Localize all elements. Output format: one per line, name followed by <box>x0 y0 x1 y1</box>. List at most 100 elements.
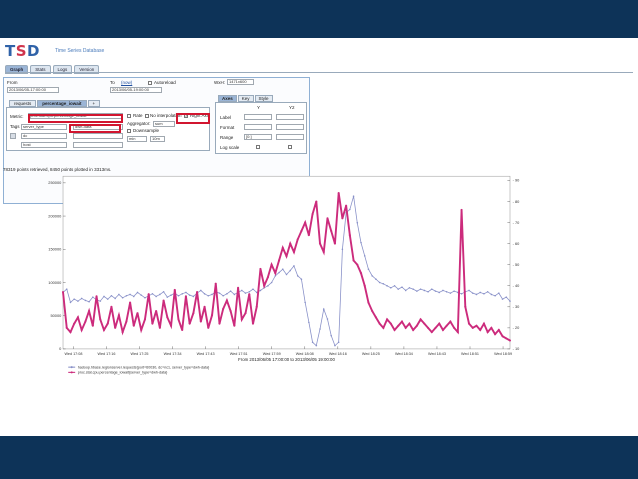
series-point-0 <box>80 297 83 300</box>
y2-log-checkbox[interactable] <box>288 145 292 149</box>
series-point-0 <box>371 275 373 277</box>
from-input[interactable]: 2013/06/05-17:00:00 <box>7 87 59 93</box>
x-tick-label: Wed 17:34 <box>164 352 182 356</box>
series-point-0 <box>77 300 79 302</box>
series-point-0 <box>289 269 292 272</box>
series-point-0 <box>419 288 422 290</box>
series-point-1 <box>389 322 392 325</box>
tab-stats[interactable]: Stats <box>30 65 51 74</box>
series-point-0 <box>103 295 105 298</box>
x-tick-label: Wed 17:43 <box>197 352 215 356</box>
label-row-label: Label <box>220 115 232 120</box>
query-tab-requests[interactable]: requests <box>9 100 37 107</box>
add-query-tab[interactable]: + <box>87 100 101 107</box>
chart-series <box>61 192 512 347</box>
tab-graph[interactable]: Graph <box>5 65 29 74</box>
series-point-1 <box>367 301 370 304</box>
legend-entry: proc.stat.cpu.percentage_iowait{server_t… <box>78 371 168 375</box>
series-point-1 <box>292 250 296 254</box>
series-point-1 <box>244 312 247 315</box>
x-tick-label: Wed 18:34 <box>395 352 413 356</box>
query-tab-iowait[interactable]: percentage_iowait <box>37 100 87 107</box>
rate-checkbox[interactable] <box>127 114 131 118</box>
header-band <box>0 0 638 38</box>
series-point-0 <box>434 290 437 292</box>
series-point-1 <box>315 200 318 203</box>
tag2-key-input[interactable]: dc <box>21 133 67 139</box>
series-point-1 <box>251 322 255 325</box>
tab-key[interactable]: Key <box>237 95 254 102</box>
y-log-checkbox[interactable] <box>256 145 260 149</box>
tag3-value-input[interactable] <box>73 142 123 148</box>
series-point-0 <box>144 296 146 299</box>
series-point-0 <box>226 293 228 295</box>
series-point-0 <box>438 291 441 294</box>
series-point-1 <box>445 324 448 327</box>
series-point-0 <box>498 292 500 294</box>
tag3-key-input[interactable]: host <box>21 142 67 148</box>
tab-version[interactable]: Version <box>74 65 100 74</box>
autoreload-checkbox[interactable] <box>148 81 152 85</box>
tags-label: Tags <box>10 124 20 129</box>
tab-style[interactable]: Style <box>254 95 273 102</box>
series-point-0 <box>110 294 113 297</box>
series-point-1 <box>371 309 374 313</box>
y2-format-input[interactable] <box>276 124 304 130</box>
status-text: 78319 points retrieved, 8450 points plot… <box>3 167 112 172</box>
series-point-0 <box>114 297 116 300</box>
series-point-1 <box>229 309 232 313</box>
series-point-0 <box>300 278 303 280</box>
series-point-1 <box>155 309 158 313</box>
series-point-1 <box>337 192 340 195</box>
series-point-0 <box>207 294 210 297</box>
series-point-0 <box>449 292 452 294</box>
downsample-func-select[interactable]: min <box>127 136 147 142</box>
tag-key-input[interactable]: server_type <box>21 124 67 130</box>
y-label-input[interactable] <box>244 114 272 120</box>
wxh-input[interactable]: 1471x600 <box>227 79 254 85</box>
series-point-1 <box>110 305 113 308</box>
y-format-input[interactable] <box>244 124 272 130</box>
series-point-1 <box>196 291 199 294</box>
series-point-1 <box>84 320 87 323</box>
series-point-1 <box>322 250 325 254</box>
highlight-right-axis <box>176 113 210 124</box>
downsample-checkbox[interactable] <box>127 129 131 133</box>
series-point-1 <box>173 288 176 291</box>
series-point-1 <box>248 293 251 296</box>
y2-label-input[interactable] <box>276 114 304 120</box>
series-point-1 <box>326 217 329 220</box>
y-range-input[interactable]: [0:] <box>244 134 272 140</box>
series-point-1 <box>490 326 493 329</box>
remove-tag-button[interactable] <box>10 133 16 139</box>
aggregator-label: Aggregator: <box>127 121 151 126</box>
series-point-1 <box>188 322 191 325</box>
downsample-interval-input[interactable]: 10m <box>150 136 165 142</box>
aggregator-select[interactable]: sum <box>153 121 175 127</box>
series-point-1 <box>501 335 504 338</box>
series-point-1 <box>438 322 441 325</box>
series-point-1 <box>266 276 269 279</box>
y2-range-input[interactable] <box>276 134 304 140</box>
series-point-0 <box>229 290 232 292</box>
nointerp-checkbox[interactable] <box>145 114 149 118</box>
series-point-1 <box>449 320 452 323</box>
nointerp-label: No interpolation <box>150 113 182 118</box>
tab-axes[interactable]: Axes <box>218 95 237 102</box>
tab-logs[interactable]: Logs <box>52 65 73 74</box>
series-point-1 <box>65 326 68 329</box>
y2-tick-label: - 20 <box>513 325 521 330</box>
series-point-1 <box>95 295 98 298</box>
query-tabs: requests percentage_iowait + <box>9 100 101 107</box>
series-point-0 <box>181 293 183 295</box>
now-link[interactable]: (now) <box>121 80 133 85</box>
y2-tick-label: - 70 <box>513 220 521 225</box>
series-point-0 <box>442 289 444 292</box>
downsample-label: Downsample <box>133 128 160 133</box>
to-input[interactable]: 2013/06/05-19:00:00 <box>110 87 162 93</box>
series-point-0 <box>211 293 213 296</box>
tag2-value-input[interactable] <box>73 133 123 139</box>
series-point-1 <box>132 324 135 327</box>
series-point-1 <box>199 320 202 323</box>
footer-band <box>0 436 638 479</box>
